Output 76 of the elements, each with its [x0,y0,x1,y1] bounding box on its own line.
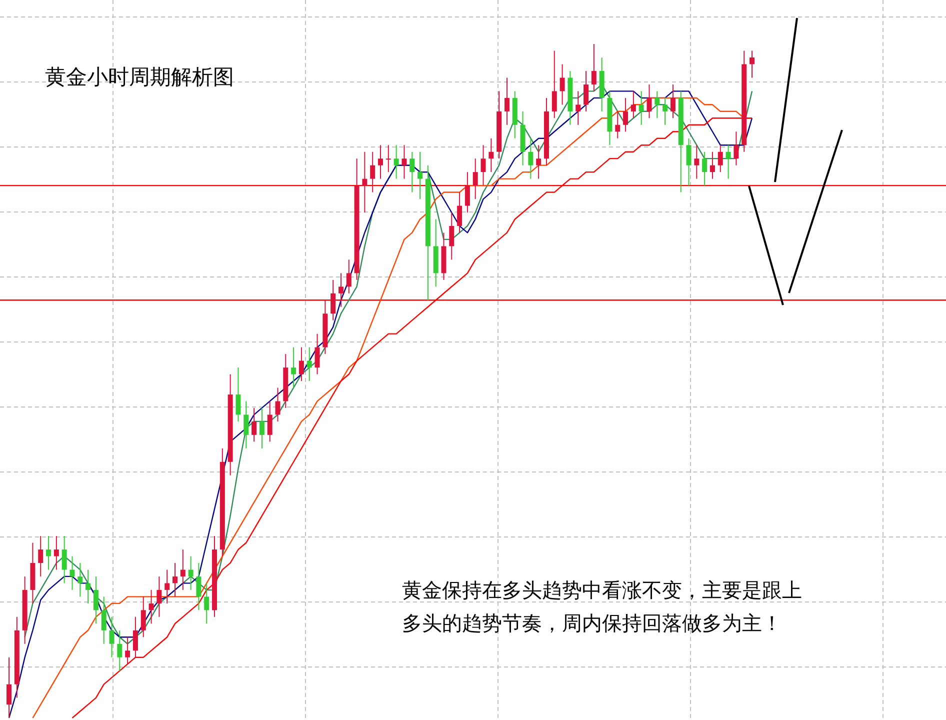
candlestick [646,84,652,119]
candlestick [718,144,723,173]
candlestick [623,97,628,132]
candlestick [346,259,352,294]
candlestick [552,50,557,119]
candlestick [117,630,122,672]
candlestick [370,151,376,193]
candlestick [410,151,415,193]
candlestick [480,144,486,186]
candlestick [291,346,296,388]
candlestick [472,158,478,200]
candlestick [101,596,106,644]
candlestick [172,562,178,598]
candlestick [54,536,59,570]
candlestick [488,138,494,173]
candlestick [576,90,581,126]
candlestick [536,144,542,180]
candlestick [306,346,312,382]
candlestick [38,536,44,577]
candlestick [196,562,202,611]
candlestick [638,90,644,126]
candlestick [125,636,130,665]
candlestick [236,367,241,422]
candlestick [244,400,249,449]
candlestick [702,151,708,186]
candlestick [275,387,280,422]
candlestick [504,77,510,126]
candlestick [204,582,210,624]
candlestick [93,576,98,624]
candlestick [140,596,146,638]
candlestick [156,576,162,618]
candlestick [402,144,407,180]
candlestick [330,279,336,321]
candlestick [267,400,272,442]
candlestick [591,44,596,92]
candlestick [378,144,383,180]
candlestick [686,138,692,186]
candlestick [418,151,423,200]
candlestick [259,407,264,449]
candlestick [362,151,368,213]
annotation: 黄金保持在多头趋势中看涨不变，主要是跟上多头的趋势节奏，周内保持回落做多为主！ [402,578,802,635]
candlestick [394,144,399,180]
candlestick [298,346,304,382]
candlestick [132,616,138,658]
candlestick [164,569,170,604]
candlestick [560,64,565,106]
candlestick [662,97,668,126]
candlestick [710,151,715,180]
candlestick [78,562,83,598]
candlestick [630,90,636,119]
candlestick [734,131,739,166]
candlestick [615,110,620,139]
candlestick [457,192,462,234]
candlestick [188,556,194,590]
candlestick [694,144,700,180]
candlestick [750,50,754,78]
candlestick [528,138,534,180]
candlestick [46,536,52,570]
candlestick [86,569,91,604]
candlestick [338,272,344,308]
candlestick [6,656,12,718]
candlestick [464,172,470,213]
candlestick [109,616,114,658]
candlestick [449,212,454,260]
candlestick [62,536,67,584]
candlestick [252,407,257,442]
candlestick [148,589,154,624]
candlestick [70,556,75,590]
candlestick [180,549,186,590]
candlestick [314,333,320,375]
text: 黄金小时周期解析图 [45,65,234,89]
candlestick [726,144,731,180]
candlestick [670,84,676,119]
candlestick [584,70,589,112]
candlestick [386,144,391,173]
candlestick [654,90,660,119]
